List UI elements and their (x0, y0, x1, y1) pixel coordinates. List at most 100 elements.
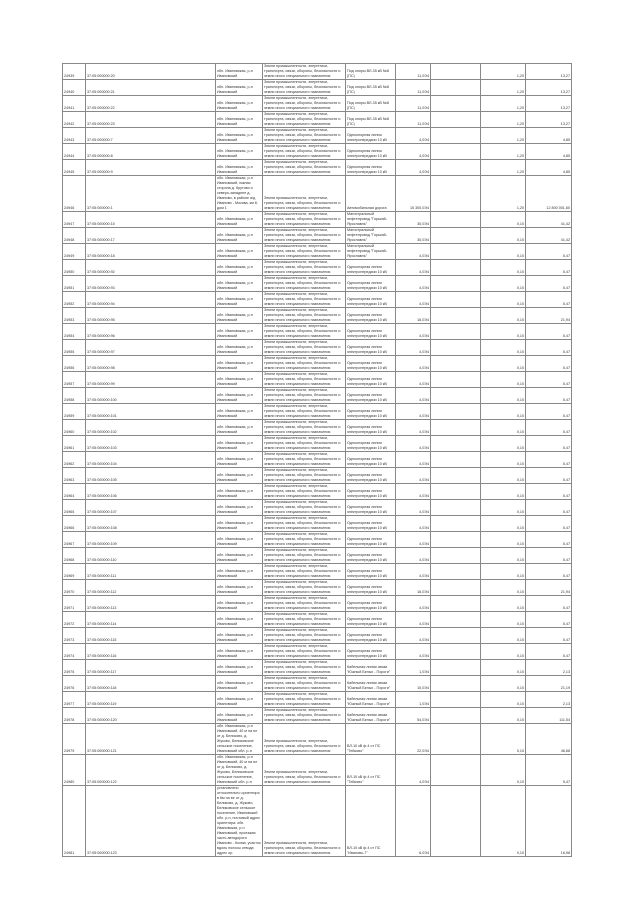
area: 4,0Э4 (395, 291, 431, 308)
cadastral-number: 37:05:000000:111 (85, 563, 216, 580)
purpose: Одноопорная линия электропередачи 10 кВ (345, 579, 396, 596)
price: 0,10 (480, 499, 526, 516)
land-category: Земли промышленности, энергетики, трансп… (262, 435, 346, 452)
purpose: Магистральный нефтепровод "Горький-Яросл… (345, 227, 396, 244)
price: 0,10 (480, 563, 526, 580)
cadastral-number: 37:05:000000:103 (85, 435, 216, 452)
cadastral-number: 37:05:000000:113 (85, 595, 216, 612)
cadastral-number: 37:05:000000:109 (85, 531, 216, 548)
land-category: Земли промышленности, энергетики, трансп… (262, 127, 346, 144)
address: обл. Ивановская, р-н Ивановский (215, 675, 263, 692)
empty-cell (430, 95, 481, 112)
empty-cell (430, 175, 481, 212)
purpose: Одноопорная линия электропередачи 10 кВ (345, 323, 396, 340)
purpose: Одноопорная линия электропередачи 10 кВ (345, 643, 396, 660)
table-row: 24981 37:05:000000:123 установлено относит… (62, 785, 572, 857)
area: 10,0Э4 (395, 675, 431, 692)
table-row: 24958 37:05:000000:100 обл. Ивановская, р-… (62, 387, 572, 404)
table-row: 24949 37:05:000000:18 обл. Ивановская, р-н… (62, 243, 572, 260)
area: 4,0Э4 (395, 387, 431, 404)
land-category: Земли промышленности, энергетики, трансп… (262, 79, 346, 96)
table-row: 24943 37:05:000000:7 обл. Ивановская, р-н … (62, 127, 572, 144)
empty-cell (430, 403, 481, 420)
purpose: ВЛ-10 кВ ф.4 от ПС "Тейково" (345, 723, 396, 755)
cadastral-number: 37:05:000000:119 (85, 691, 216, 708)
table-row: 24956 37:05:000000:98 обл. Ивановская, р-н… (62, 355, 572, 372)
row-number: 24961 (62, 435, 86, 452)
price: 0,10 (480, 355, 526, 372)
cadastral-number: 37:05:000000:9 (85, 159, 216, 176)
purpose: Кабельная линия связи "Южный Белых - Пор… (345, 707, 396, 724)
area: 30,0Э4 (395, 227, 431, 244)
row-number: 24962 (62, 451, 86, 468)
row-number: 24939 (62, 63, 86, 80)
total: 5,47 (525, 243, 572, 260)
cadastral-number: 37:05:000000:118 (85, 675, 216, 692)
table-row: 24973 37:05:000000:115 обл. Ивановская, р-… (62, 627, 572, 644)
row-number: 24955 (62, 339, 86, 356)
price: 0,10 (480, 691, 526, 708)
total: 41,42 (525, 211, 572, 228)
table-row: 24975 37:05:000000:117 обл. Ивановская, р-… (62, 659, 572, 676)
price: 0,10 (480, 435, 526, 452)
total: 5,47 (525, 403, 572, 420)
table-row: 24966 37:05:000000:108 обл. Ивановская, р-… (62, 515, 572, 532)
price: 0,10 (480, 339, 526, 356)
land-category: Земли промышленности, энергетики, трансп… (262, 111, 346, 128)
land-category: Земли промышленности, энергетики, трансп… (262, 467, 346, 484)
address: обл. Ивановская, р-н Ивановский (215, 127, 263, 144)
table-row: 24970 37:05:000000:112 обл. Ивановская, р-… (62, 579, 572, 596)
cadastral-number: 37:05:000000:95 (85, 307, 216, 324)
address: обл. Ивановская, р-н Ивановский (215, 323, 263, 340)
purpose: ВЛ-10 кВ ф.4 от ПС "Тейково" (345, 754, 396, 786)
land-category: Земли промышленности, энергетики, трансп… (262, 227, 346, 244)
land-category: Земли промышленности, энергетики, трансп… (262, 387, 346, 404)
row-number: 24951 (62, 275, 86, 292)
cadastral-number: 37:05:000000:104 (85, 451, 216, 468)
purpose: Одноопорная линия электропередачи 10 кВ (345, 259, 396, 276)
price: 0,10 (480, 531, 526, 548)
purpose: Под опоры ВЛ-35 кВ №8 (ПС) (345, 63, 396, 80)
purpose: Одноопорная линия электропередачи 10 кВ (345, 371, 396, 388)
total: 5,47 (525, 643, 572, 660)
total: 5,47 (525, 355, 572, 372)
table-row: 24947 37:05:000000:15 обл. Ивановская, р-н… (62, 211, 572, 228)
purpose: Одноопорная линия электропередачи 10 кВ (345, 483, 396, 500)
address: обл. Ивановская, р-н Ивановский (215, 403, 263, 420)
purpose: Одноопорная линия электропередачи 10 кВ (345, 531, 396, 548)
cadastral-number: 37:05:000000:112 (85, 579, 216, 596)
area: 4,0Э4 (395, 143, 431, 160)
row-number: 24948 (62, 227, 86, 244)
cadastral-number: 37:05:000000:22 (85, 95, 216, 112)
purpose: Одноопорная линия электропередачи 10 кВ (345, 275, 396, 292)
purpose: Одноопорная линия электропередачи 10 кВ (345, 387, 396, 404)
area: 4,0Э4 (395, 499, 431, 516)
area: 4,0Э4 (395, 403, 431, 420)
purpose: Кабельная линия связи "Южный Белых - Пор… (345, 675, 396, 692)
purpose: Одноопорная линия электропередачи 10 кВ (345, 563, 396, 580)
land-category: Земли промышленности, энергетики, трансп… (262, 483, 346, 500)
empty-cell (430, 419, 481, 436)
total: 5,47 (525, 627, 572, 644)
land-category: Земли промышленности, энергетики, трансп… (262, 754, 346, 786)
area: 4,0Э4 (395, 563, 431, 580)
land-category: Земли промышленности, энергетики, трансп… (262, 675, 346, 692)
purpose: Одноопорная линия электропередачи 10 кВ (345, 143, 396, 160)
price: 0,10 (480, 643, 526, 660)
empty-cell (430, 63, 481, 80)
land-category: Земли промышленности, энергетики, трансп… (262, 643, 346, 660)
purpose: Одноопорная линия электропередачи 10 кВ (345, 627, 396, 644)
address: обл. Ивановская, р-н Ивановский (215, 63, 263, 80)
total: 5,47 (525, 291, 572, 308)
address: обл. Ивановская, р-н Ивановский (215, 291, 263, 308)
total: 5,47 (525, 387, 572, 404)
area: 22,0Э4 (395, 723, 431, 755)
land-category: Земли промышленности, энергетики, трансп… (262, 723, 346, 755)
price: 0,10 (480, 211, 526, 228)
row-number: 24972 (62, 611, 86, 628)
price: 0,10 (480, 723, 526, 755)
row-number: 24957 (62, 371, 86, 388)
address: обл. Ивановская, р-н Ивановский (215, 211, 263, 228)
address: обл. Ивановская, р-н Ивановский (215, 111, 263, 128)
address: обл. Ивановская, р-н Ивановский (215, 419, 263, 436)
